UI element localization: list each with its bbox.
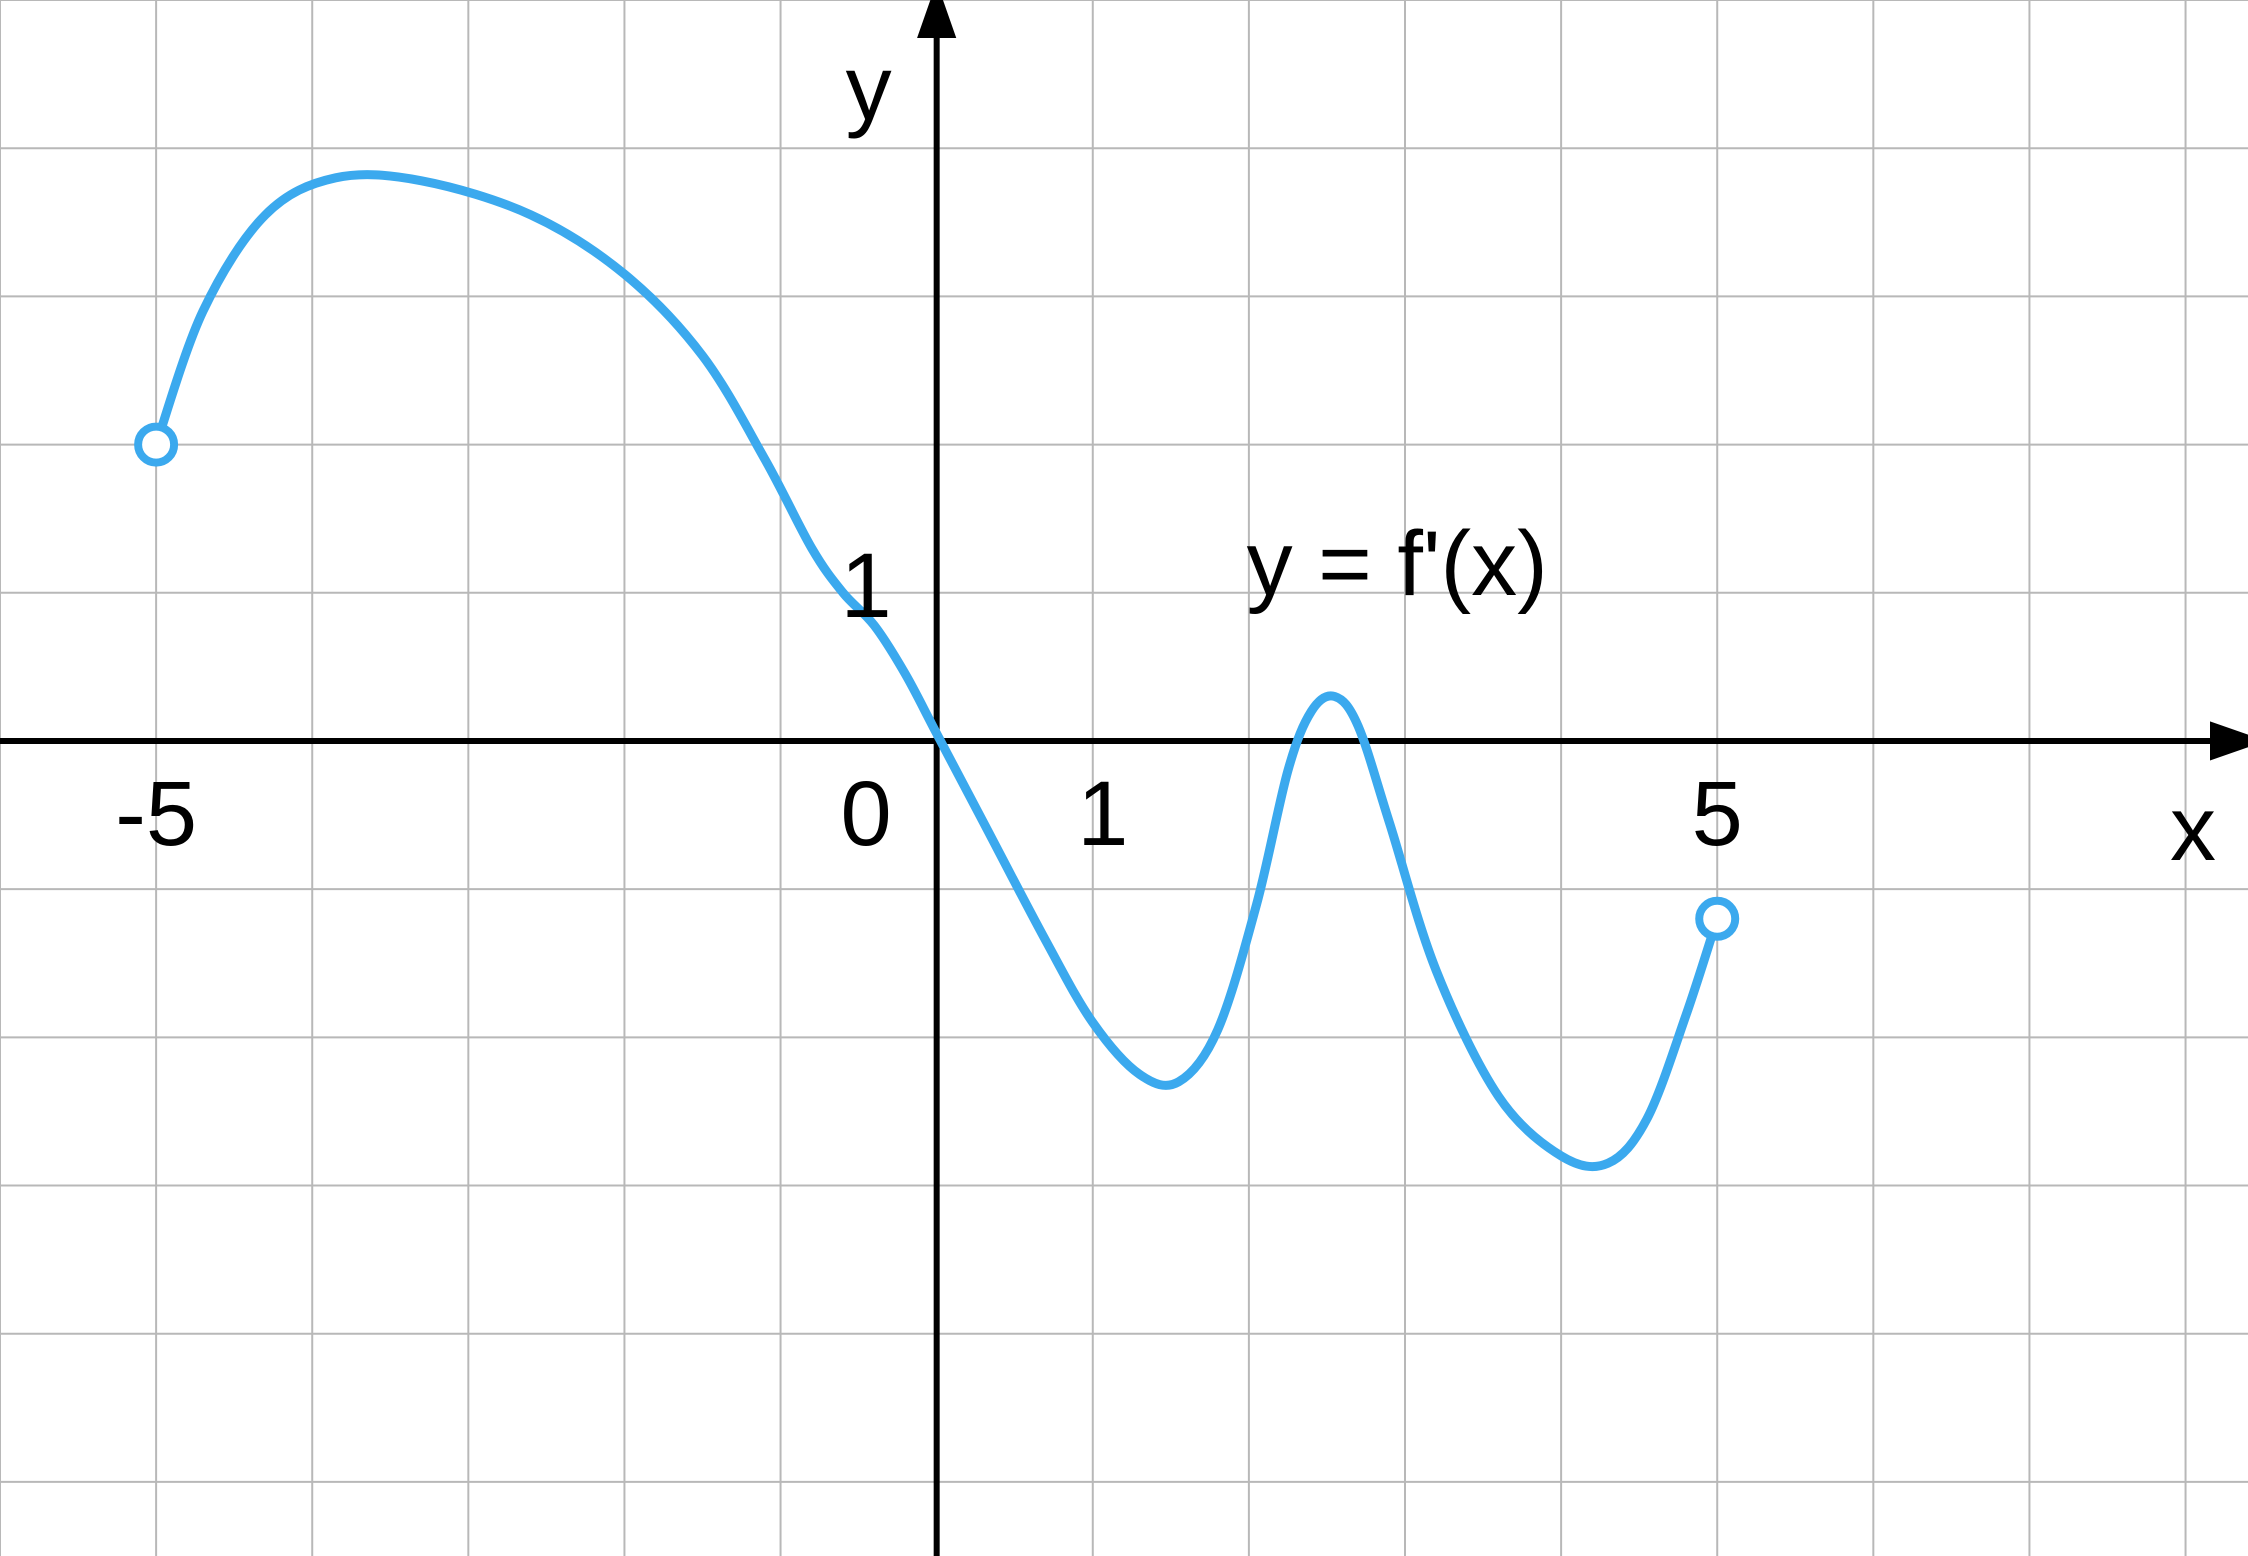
endpoint-start-open [138,427,174,463]
derivative-chart: y x -5 0 1 1 5 y = f'(x) [0,0,2248,1556]
endpoint-end-open [1699,901,1735,937]
function-label: y = f'(x) [1247,513,1548,615]
tick-neg5: -5 [115,763,197,865]
y-axis-label: y [846,37,892,139]
chart-svg: y x -5 0 1 1 5 y = f'(x) [0,0,2248,1556]
tick-one-y: 1 [840,535,891,637]
tick-five: 5 [1692,763,1743,865]
x-axis-label: x [2170,778,2216,880]
tick-one-x: 1 [1077,763,1128,865]
tick-zero: 0 [840,763,891,865]
